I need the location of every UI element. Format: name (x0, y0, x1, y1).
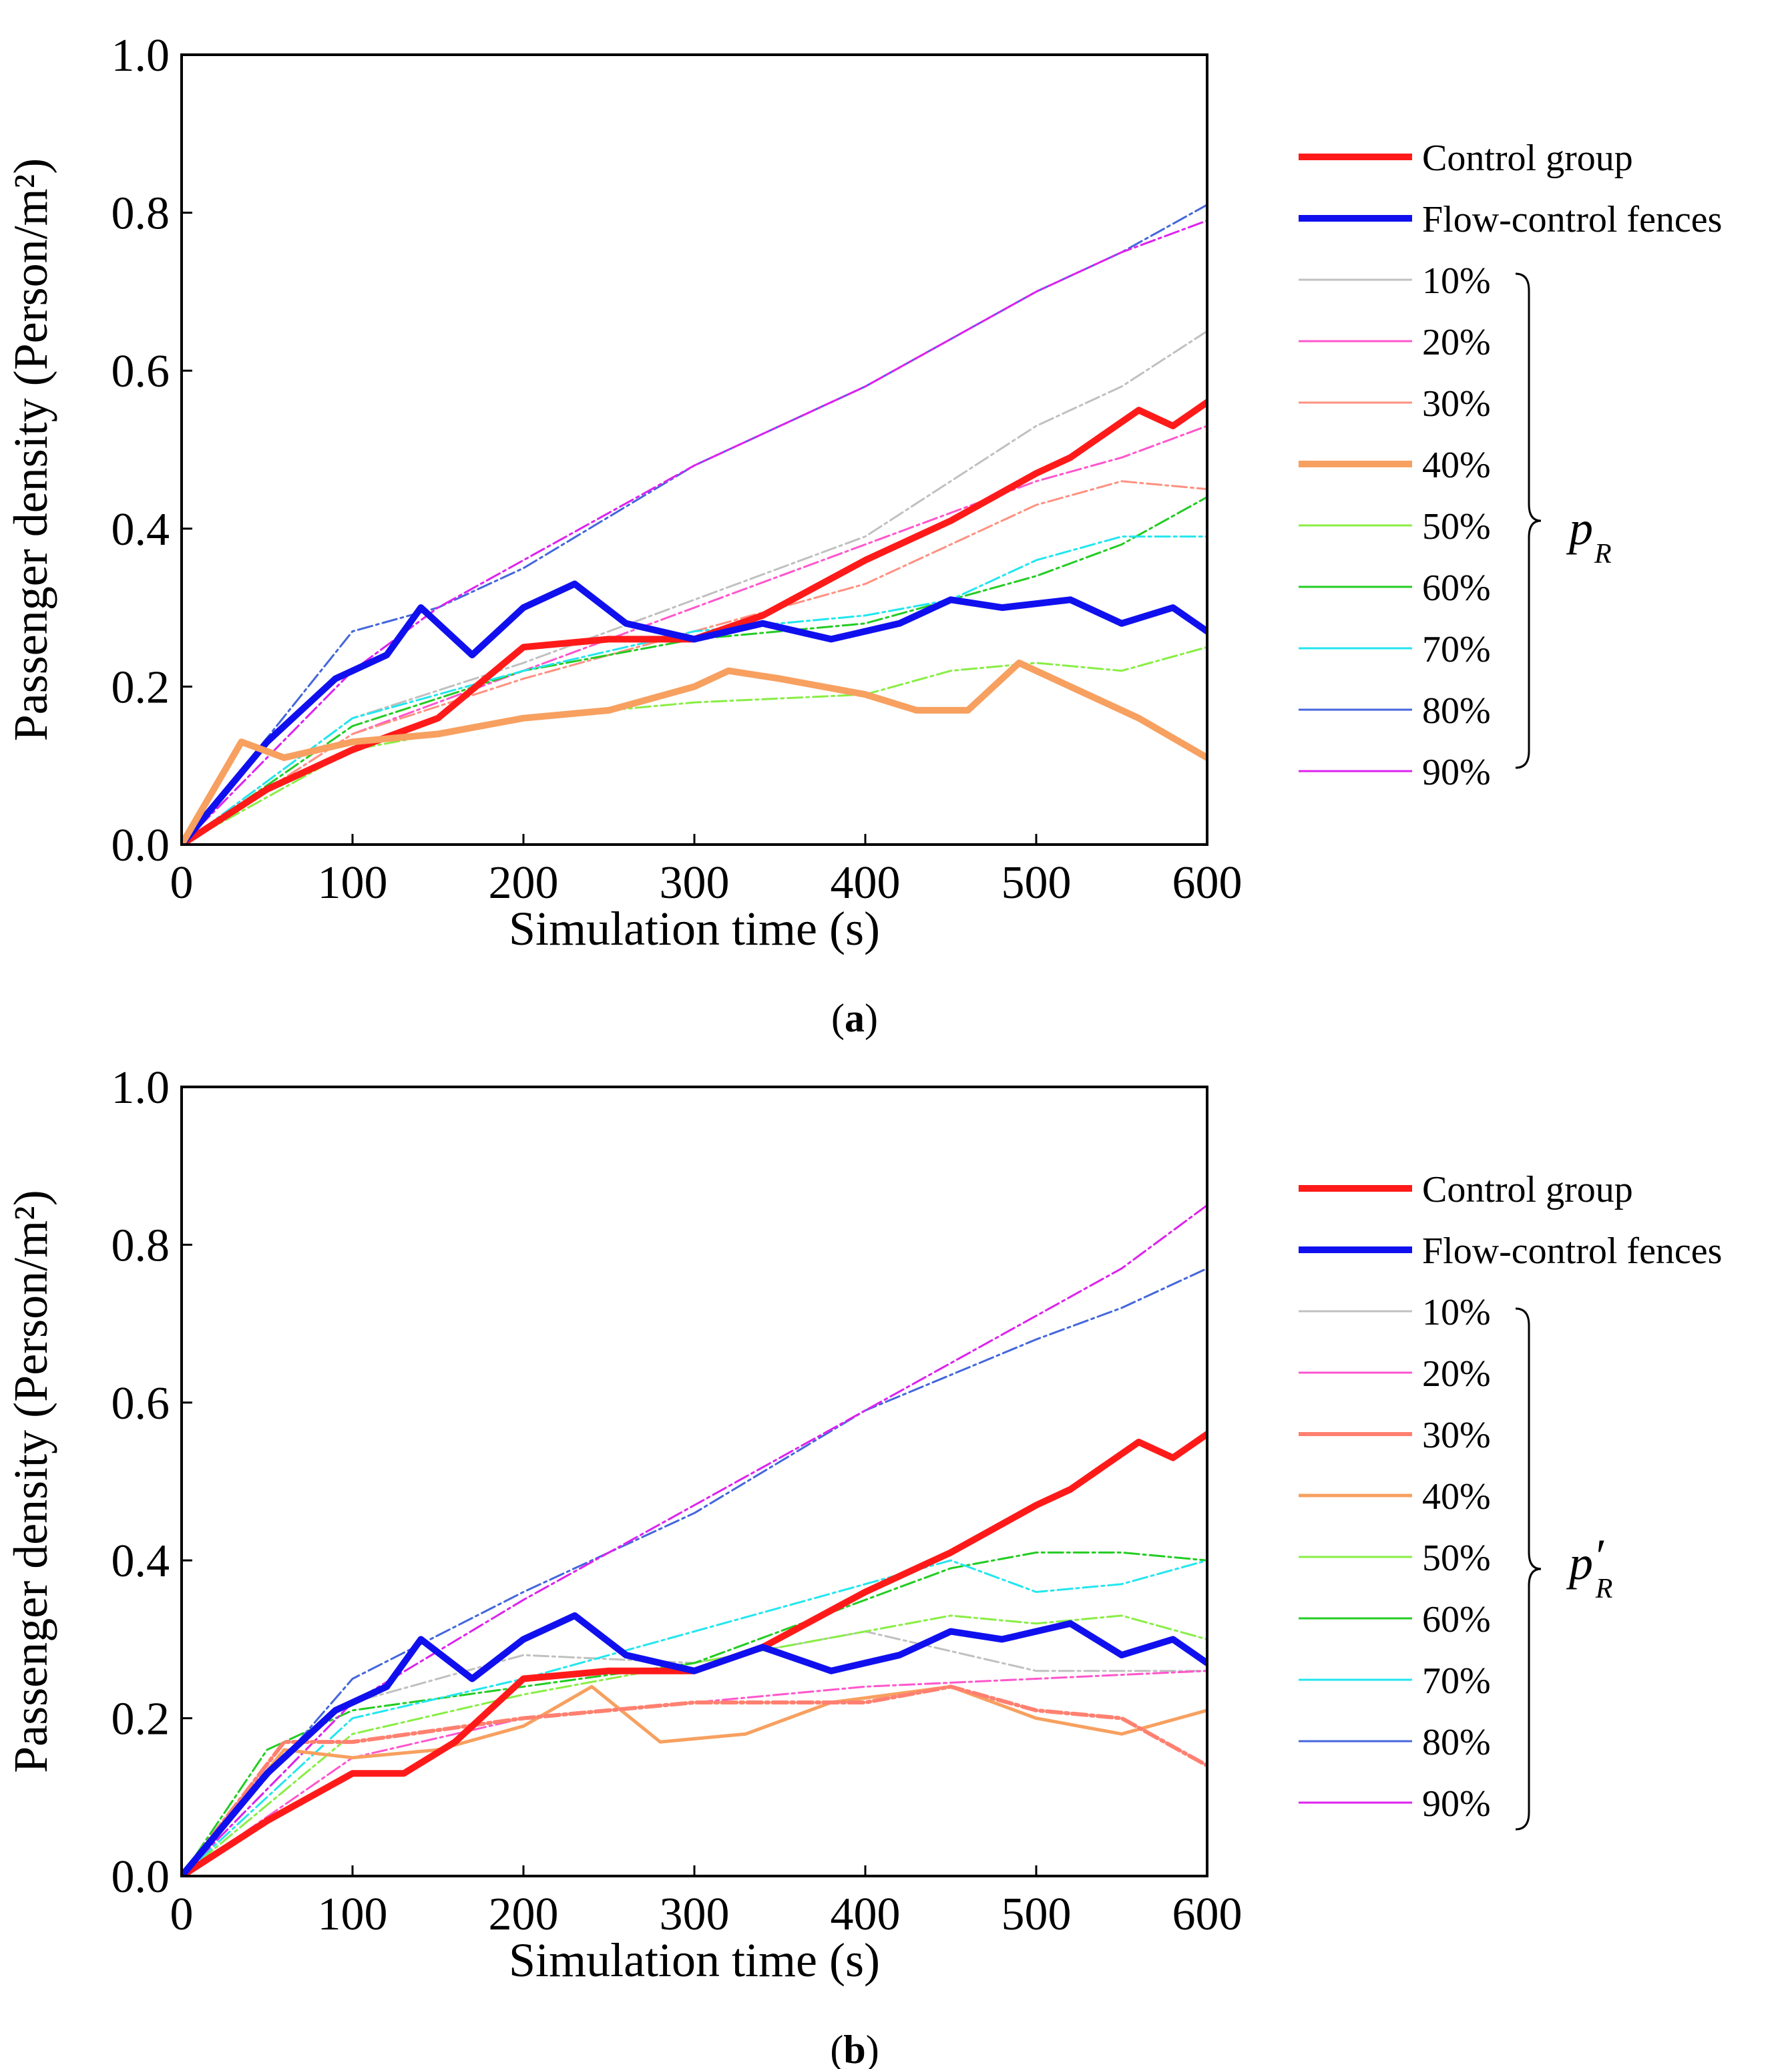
legend-label: Flow-control fences (1422, 1230, 1722, 1272)
series-line-90- (182, 219, 1207, 845)
x-tick-label: 400 (831, 857, 901, 909)
x-axis-title: Simulation time (s) (509, 902, 880, 955)
x-tick-label: 200 (489, 857, 559, 909)
series-line-70- (182, 1559, 1207, 1876)
legend-label: 30% (1422, 1415, 1491, 1456)
legend-brace (1515, 1307, 1542, 1831)
panel-caption: (a) (831, 996, 878, 1040)
series-line-50- (182, 1614, 1207, 1876)
legend-label: 80% (1422, 690, 1491, 732)
legend-label: 40% (1422, 1476, 1491, 1518)
y-tick-label: 0.6 (111, 346, 170, 397)
legend-label: 90% (1422, 1783, 1491, 1825)
legend-label: 20% (1422, 1353, 1491, 1395)
legend-label: 50% (1422, 506, 1491, 547)
series-line-flow-control-fences (182, 580, 1207, 845)
x-tick-label: 0 (170, 1889, 194, 1940)
series-line-80- (182, 1267, 1207, 1876)
series-line-20- (182, 425, 1207, 845)
legend-label: 20% (1422, 322, 1491, 363)
y-tick-label: 1.0 (111, 1062, 170, 1114)
y-tick-label: 0.4 (111, 1536, 170, 1587)
legend-label: 90% (1422, 752, 1491, 793)
series-lines (182, 204, 1207, 845)
x-tick-label: 200 (489, 1889, 559, 1940)
x-tick-label: 500 (1001, 1889, 1072, 1940)
y-tick-label: 0.8 (111, 188, 170, 240)
legend-label: 70% (1422, 1660, 1491, 1702)
panel-caption: (b) (830, 2028, 879, 2069)
x-tick-label: 300 (660, 857, 730, 909)
x-tick-label: 600 (1172, 857, 1243, 909)
group-label: pR (1566, 501, 1612, 569)
series-lines (182, 1204, 1207, 1876)
series-line-10- (182, 330, 1207, 845)
legend-label: 80% (1422, 1722, 1491, 1763)
legend-label: Control group (1422, 138, 1633, 179)
x-tick-label: 100 (318, 1889, 388, 1940)
y-tick-label: 0.6 (111, 1378, 170, 1429)
group-label: p′ R (1566, 1530, 1612, 1604)
y-tick-label: 0.2 (111, 662, 170, 713)
legend-brace (1515, 272, 1542, 769)
y-tick-label: 0.0 (111, 1851, 170, 1903)
y-axis-title: Passenger density (Person/m²) (4, 158, 57, 741)
legend-label: 50% (1422, 1538, 1491, 1579)
panel-b: 0 100 200 300 400 500 600 0.0 0.2 0.4 0.6 0.8 1.0 Sim… (4, 1062, 1722, 2069)
series-line-70- (182, 535, 1207, 845)
series-line-40- (182, 659, 1207, 845)
legend-label: 10% (1422, 260, 1491, 302)
x-tick-label: 0 (170, 857, 194, 909)
legend-label: 60% (1422, 1599, 1491, 1640)
plot-frame (180, 1086, 1208, 1877)
legend-label: 40% (1422, 445, 1491, 486)
series-line-30- (182, 1684, 1207, 1876)
x-axis-title: Simulation time (s) (509, 1933, 880, 1987)
series-line-control-group (182, 399, 1207, 845)
legend-label: 60% (1422, 567, 1491, 609)
y-tick-label: 1.0 (111, 30, 170, 81)
series-line-30- (182, 480, 1207, 845)
y-tick-label: 0.2 (111, 1694, 170, 1745)
x-tick-label: 100 (318, 857, 388, 909)
y-tick-label: 0.4 (111, 504, 170, 555)
legend-label: Flow-control fences (1422, 199, 1722, 240)
y-tick-label: 0.0 (111, 820, 170, 871)
series-line-flow-control-fences (182, 1612, 1207, 1876)
x-tick-label: 600 (1172, 1889, 1243, 1940)
series-line-20- (182, 1670, 1207, 1876)
x-tick-label: 500 (1001, 857, 1072, 909)
y-axis-title: Passenger density (Person/m²) (4, 1190, 57, 1773)
series-line-60- (182, 496, 1207, 845)
x-tick-label: 300 (660, 1889, 730, 1940)
legend-label: Control group (1422, 1169, 1633, 1210)
legend-label: 30% (1422, 383, 1491, 425)
legend-label: 10% (1422, 1292, 1491, 1333)
legend-label: 70% (1422, 629, 1491, 670)
plot-frame (180, 53, 1208, 846)
panel-a: 0 100 200 300 400 500 600 0.0 0.2 0.4 0.6 0.8 1.0 Sim… (4, 30, 1722, 1040)
x-tick-label: 400 (831, 1889, 901, 1940)
series-line-90- (182, 1204, 1207, 1876)
series-line-40- (182, 1684, 1207, 1876)
series-line-control-group (182, 1431, 1207, 1876)
y-tick-label: 0.8 (111, 1220, 170, 1271)
